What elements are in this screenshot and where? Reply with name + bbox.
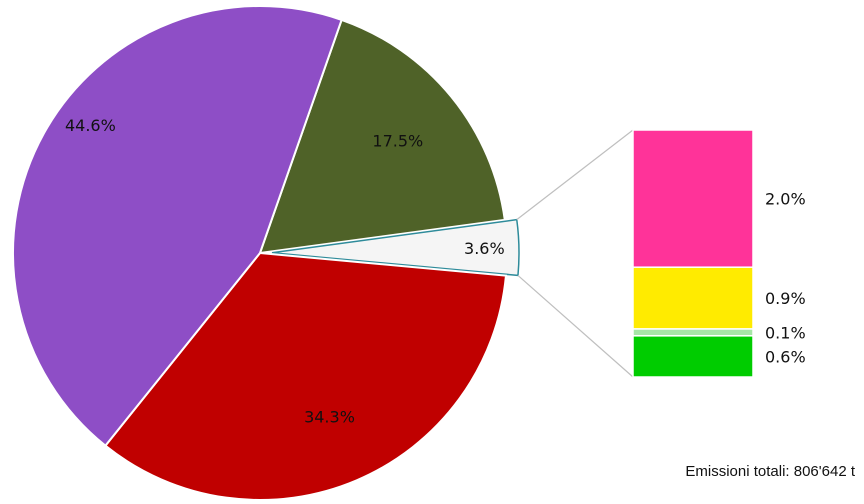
connector-lines: [516, 129, 634, 378]
connector-line-bottom: [517, 274, 634, 378]
pie-slice-3-6: [271, 218, 520, 277]
slice-label-3-6: 3.6%: [464, 239, 505, 258]
total-emissions-note: Emissioni totali: 806'642 t: [685, 463, 855, 480]
bar-label-0-6: 0.6%: [765, 347, 806, 366]
pie-slice-17-5: [258, 18, 506, 255]
slice-label-17-5: 17.5%: [372, 132, 423, 151]
pie-slice-34-3: [104, 251, 508, 501]
pie-group: 17.5% 3.6% 34.3% 44.6%: [12, 5, 520, 501]
pie-slice-44-6: [12, 5, 343, 448]
slice-label-34-3: 34.3%: [304, 408, 355, 427]
slice-label-44-6: 44.6%: [65, 116, 116, 135]
bar-label-0-1: 0.1%: [765, 323, 806, 342]
bar-segment-0-6: [632, 335, 754, 378]
bar-segment-0-9: [632, 266, 754, 330]
connector-line-top: [516, 129, 634, 221]
bar-label-0-9: 0.9%: [765, 289, 806, 308]
bar-segment-0-1: [632, 328, 754, 337]
breakdown-bar: 2.0% 0.9% 0.1% 0.6%: [632, 129, 806, 378]
bar-segment-2-0: [632, 129, 754, 268]
bar-label-2-0: 2.0%: [765, 190, 806, 209]
